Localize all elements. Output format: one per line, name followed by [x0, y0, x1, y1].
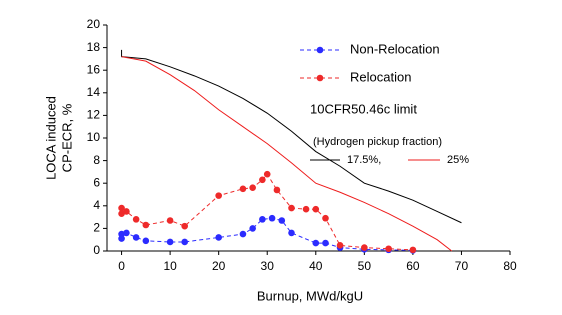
y-tick-label: 10	[87, 130, 101, 144]
series-line	[121, 56, 453, 252]
data-point	[259, 216, 266, 223]
y-tick-label: 6	[93, 175, 100, 189]
data-point	[336, 242, 344, 249]
data-point	[181, 222, 188, 230]
legend-label: Relocation	[350, 69, 411, 84]
series-line	[121, 49, 462, 224]
data-point	[215, 192, 222, 199]
x-axis-label: Burnup, MWd/kgU	[257, 288, 363, 303]
data-point	[385, 245, 392, 253]
data-point	[118, 235, 125, 242]
x-tick-label: 40	[309, 259, 323, 273]
data-point	[409, 246, 417, 254]
data-point	[118, 204, 125, 212]
legend-label: 25%	[447, 154, 469, 166]
y-tick-label: 16	[87, 62, 101, 76]
y-tick-label: 2	[93, 221, 100, 235]
data-point	[123, 208, 130, 215]
data-point	[142, 221, 150, 229]
x-tick-label: 10	[163, 259, 177, 273]
legend-label: Non-Relocation	[350, 41, 440, 56]
data-point	[361, 244, 368, 251]
data-point	[259, 176, 266, 184]
series-connector	[121, 173, 413, 251]
y-tick-label: 0	[93, 243, 100, 257]
annotation: 10CFR50.46c limit	[310, 101, 417, 116]
data-point	[312, 205, 320, 213]
legend-marker	[316, 46, 324, 54]
data-point	[166, 238, 174, 246]
x-tick-label: 20	[212, 259, 226, 273]
data-point	[288, 204, 295, 212]
data-point	[302, 205, 310, 213]
data-point	[322, 239, 329, 247]
data-point	[273, 186, 281, 194]
x-tick-label: 0	[118, 259, 125, 273]
data-point	[239, 185, 247, 193]
data-point	[249, 184, 256, 192]
y-axis-label: CP-ECR, %	[59, 103, 74, 172]
y-axis-label: LOCA induced	[43, 96, 58, 180]
x-tick-label: 50	[358, 259, 372, 273]
data-point	[215, 234, 222, 241]
data-point	[142, 237, 150, 245]
data-point	[239, 230, 247, 238]
annotation: (Hydrogen pickup fraction)	[313, 136, 442, 148]
data-point	[123, 229, 130, 237]
data-point	[132, 234, 140, 241]
data-point	[322, 214, 329, 222]
x-tick-label: 30	[261, 259, 275, 273]
y-tick-label: 14	[87, 85, 101, 99]
legend-marker	[316, 74, 324, 82]
y-tick-label: 12	[87, 108, 101, 122]
series-connector	[121, 217, 413, 251]
data-point	[181, 238, 188, 246]
data-point	[132, 216, 140, 223]
data-point	[268, 214, 276, 222]
y-tick-label: 4	[93, 198, 100, 212]
data-point	[312, 239, 320, 247]
data-point	[288, 229, 295, 237]
legend-label: 17.5%,	[347, 154, 381, 166]
y-tick-label: 18	[87, 40, 101, 54]
data-point	[249, 225, 256, 232]
data-point	[166, 217, 174, 224]
x-tick-label: 60	[406, 259, 420, 273]
x-tick-label: 70	[455, 259, 469, 273]
x-tick-label: 80	[503, 259, 517, 273]
y-tick-label: 8	[93, 153, 100, 167]
y-tick-label: 20	[87, 17, 101, 31]
data-point	[278, 217, 286, 224]
data-point	[263, 170, 271, 178]
